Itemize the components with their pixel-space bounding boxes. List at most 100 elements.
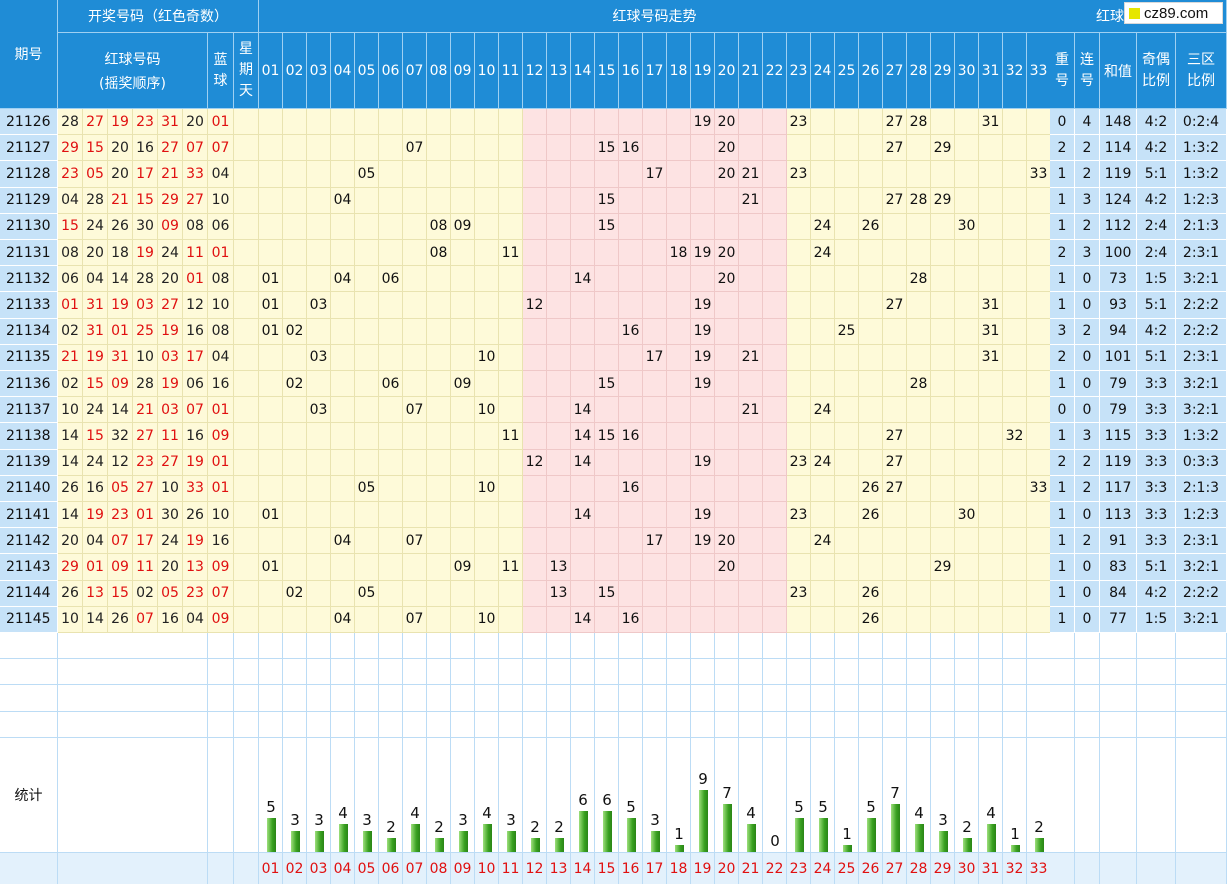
trend-hit: 02 [283, 580, 307, 607]
trend-cell [355, 135, 379, 162]
trend-cell [523, 161, 547, 188]
trend-cell [403, 161, 427, 188]
sum-cell: 115 [1100, 423, 1137, 450]
trend-cell [835, 371, 859, 398]
consec-cell: 0 [1075, 606, 1100, 633]
period-cell: 21135 [0, 344, 58, 371]
trend-cell [523, 187, 547, 214]
blank-cell [859, 685, 883, 712]
ball-number-header: 27 [883, 33, 907, 109]
ball-number-header: 08 [427, 33, 451, 109]
blank-cell [691, 659, 715, 686]
trend-hit: 09 [451, 213, 475, 240]
blue-ball-number: 16 [208, 528, 234, 555]
blank-cell [234, 685, 259, 712]
blank-cell [667, 685, 691, 712]
consec-cell: 3 [1075, 240, 1100, 267]
consec-header-text: 连号 [1080, 51, 1094, 89]
trend-cell [451, 240, 475, 267]
trend-hit: 20 [715, 240, 739, 267]
blue-ball-number: 10 [208, 502, 234, 529]
trend-cell [571, 528, 595, 555]
ball-number-header: 05 [355, 33, 379, 109]
blank-cell [283, 685, 307, 712]
trend-cell [835, 187, 859, 214]
blank-cell [499, 633, 523, 660]
trend-cell [643, 371, 667, 398]
trend-cell [427, 580, 451, 607]
trend-cell [1003, 502, 1027, 529]
ball-number-header: 07 [403, 33, 427, 109]
trend-cell [523, 240, 547, 267]
weekday-header-text: 星期天 [239, 41, 253, 99]
trend-cell [763, 213, 787, 240]
blank-cell [58, 737, 208, 853]
trend-cell [307, 187, 331, 214]
trend-hit: 03 [307, 397, 331, 424]
draw-red-number: 23 [108, 502, 133, 529]
trend-cell [427, 109, 451, 136]
trend-cell [547, 397, 571, 424]
trend-cell [931, 580, 955, 607]
blank-cell [763, 685, 787, 712]
frequency-value-label: 3 [362, 811, 372, 830]
trend-cell [667, 449, 691, 476]
trend-cell [883, 554, 907, 581]
trend-cell [475, 135, 499, 162]
trend-cell [763, 292, 787, 319]
draw-red-number: 11 [183, 240, 208, 267]
blank-cell [0, 633, 58, 660]
trend-cell [499, 606, 523, 633]
trend-cell [787, 528, 811, 555]
trend-cell [355, 344, 379, 371]
trend-cell [643, 423, 667, 450]
trend-hit: 01 [259, 502, 283, 529]
trend-cell [883, 502, 907, 529]
trend-cell [667, 213, 691, 240]
trend-cell [739, 449, 763, 476]
trend-title: 红球号码走势 [259, 0, 1051, 33]
frequency-value-label: 4 [482, 804, 492, 823]
sum-cell: 100 [1100, 240, 1137, 267]
trend-cell [379, 528, 403, 555]
trend-hit: 07 [403, 528, 427, 555]
trend-cell [643, 554, 667, 581]
trend-cell [307, 580, 331, 607]
blank-cell [979, 711, 1003, 738]
blank-cell [58, 633, 208, 660]
footer-ball-number: 16 [619, 853, 643, 884]
sum-cell: 83 [1100, 554, 1137, 581]
trend-cell [955, 292, 979, 319]
trend-cell [475, 161, 499, 188]
trend-cell [1003, 161, 1027, 188]
trend-cell [451, 580, 475, 607]
blank-cell [234, 737, 259, 853]
trend-hit: 10 [475, 397, 499, 424]
trend-cell [523, 135, 547, 162]
draw-red-number: 20 [158, 266, 183, 293]
trend-cell [883, 240, 907, 267]
trend-cell [259, 213, 283, 240]
blank-cell [307, 685, 331, 712]
site-logo[interactable]: cz89.com [1124, 2, 1223, 24]
zone-cell: 2:3:1 [1176, 528, 1227, 555]
blank-cell [1100, 853, 1137, 884]
trend-cell [1003, 266, 1027, 293]
blank-cell [1003, 633, 1027, 660]
trend-hit: 24 [811, 449, 835, 476]
trend-cell [667, 554, 691, 581]
draw-red-number: 20 [83, 240, 108, 267]
blue-ball-number: 09 [208, 423, 234, 450]
frequency-bar [723, 803, 732, 852]
weekday-cell [234, 580, 259, 607]
blank-cell [283, 633, 307, 660]
trend-cell [811, 292, 835, 319]
draw-red-number: 08 [58, 240, 83, 267]
blank-cell [1075, 685, 1100, 712]
trend-hit: 19 [691, 318, 715, 345]
zone-cell: 2:3:1 [1176, 344, 1227, 371]
draw-red-number: 14 [108, 397, 133, 424]
blank-cell [523, 633, 547, 660]
trend-cell [811, 580, 835, 607]
period-cell: 21140 [0, 475, 58, 502]
